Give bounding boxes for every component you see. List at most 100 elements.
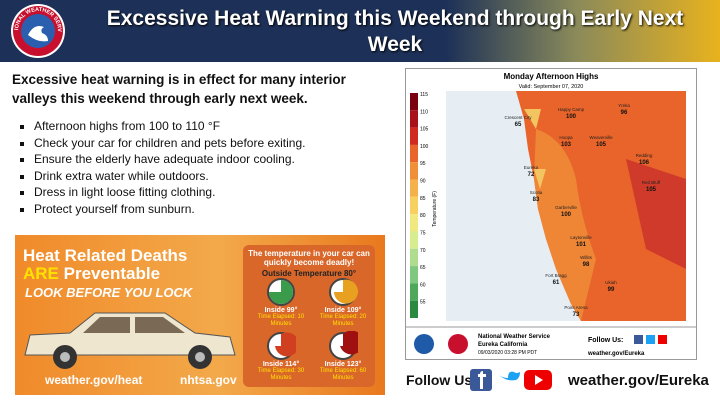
dial-fill — [340, 331, 358, 355]
scale-swatch — [410, 248, 418, 267]
dial-fill — [269, 280, 293, 304]
scale-tick: 105 — [420, 127, 429, 133]
city-value: 72 — [528, 172, 535, 178]
map-url: weather.gov/Eureka — [587, 351, 645, 357]
location: Eureka California — [478, 342, 528, 348]
map-valid: Valid: September 07, 2020 — [519, 84, 584, 90]
scale-swatch — [410, 127, 418, 145]
map-follow: Follow Us: — [588, 337, 623, 344]
scale-tick: 75 — [420, 230, 426, 236]
gauge: Inside 123° Time Elapsed: 60 Minutes — [313, 331, 373, 382]
inside-temp: Inside 99° — [264, 307, 298, 314]
scale-tick: 80 — [420, 213, 426, 219]
scale-swatch — [410, 196, 418, 215]
city-value: 100 — [566, 114, 577, 120]
footer-url[interactable]: weather.gov/Eureka — [568, 372, 709, 389]
city-name: Willits — [580, 255, 592, 260]
outside-temp: Outside Temperature 80° — [261, 269, 357, 278]
link-nhtsa: nhtsa.gov — [180, 373, 237, 387]
bullet: Check your car for children and pets bef… — [34, 135, 398, 152]
follow-us: Follow Us: — [406, 372, 477, 388]
gauge-dial — [267, 278, 295, 306]
scale-label: Temperature (F) — [432, 191, 438, 227]
scale-tick: 95 — [420, 161, 426, 167]
scale-swatch — [410, 300, 418, 318]
city-name: Point Arena — [564, 305, 588, 310]
inside-temp: Inside 114° — [262, 361, 300, 368]
city-value: 105 — [596, 142, 607, 148]
time-elapsed: Time Elapsed: 60 Minutes — [319, 368, 367, 381]
map-panel: Monday Afternoon Highs Valid: September … — [405, 68, 697, 360]
city-name: Eureka — [524, 165, 539, 170]
city-value: 83 — [533, 197, 540, 203]
heading-line: Heat Related Deaths — [23, 246, 188, 265]
slogan: LOOK BEFORE YOU LOCK — [25, 285, 193, 300]
scale-tick: 65 — [420, 265, 426, 271]
gauge-dial — [267, 332, 296, 360]
dial-fill — [275, 332, 296, 357]
scale-tick: 115 — [420, 92, 428, 98]
city-value: 106 — [639, 160, 650, 166]
city-value: 96 — [621, 110, 628, 116]
inside-temp: Inside 123° — [324, 361, 362, 368]
panel-title: The temperature in your car can quickly … — [248, 249, 370, 267]
city-value: 103 — [561, 142, 572, 148]
scale-swatch — [410, 179, 418, 197]
gauge: Inside 99° Time Elapsed: 10 Minutes — [251, 277, 311, 328]
dial-fill — [334, 279, 358, 304]
bullet: Drink extra water while outdoors. — [34, 168, 398, 185]
scale-tick: 55 — [420, 300, 426, 306]
city-value: 65 — [515, 122, 522, 128]
social-icons[interactable] — [470, 368, 554, 392]
scale-swatch — [410, 93, 418, 111]
city-value: 105 — [646, 187, 657, 193]
city-value: 100 — [561, 212, 572, 218]
city-name: Fort Bragg — [545, 273, 567, 278]
bullet: Dress in light loose fitting clothing. — [34, 184, 398, 201]
time-elapsed: Time Elapsed: 10 Minutes — [257, 314, 305, 327]
city-value: 99 — [608, 287, 615, 293]
city-name: Redding — [636, 153, 653, 158]
city-name: Happy Camp — [558, 107, 585, 112]
scale-tick: 85 — [420, 196, 426, 202]
scale-tick: 110 — [420, 109, 428, 115]
temperature-panel: The temperature in your car can quickly … — [243, 245, 375, 387]
bullet: Afternoon highs from 100 to 110 °F — [34, 118, 398, 135]
city-name: Scotia — [530, 190, 543, 195]
scale-tick: 70 — [420, 248, 426, 254]
header: NATIONAL WEATHER SERVICE Excessive Heat … — [0, 0, 720, 62]
heat-heading: Heat Related Deaths ARE Preventable — [23, 247, 187, 283]
inside-temp: Inside 109° — [324, 307, 362, 314]
scale-tick: 100 — [420, 144, 429, 150]
scale-swatch — [410, 144, 418, 163]
city-value: 101 — [576, 242, 587, 248]
scale-tick: 60 — [420, 282, 426, 288]
bullet: Ensure the elderly have adequate indoor … — [34, 151, 398, 168]
link-heat: weather.gov/heat — [45, 373, 143, 387]
city-value: 98 — [583, 262, 590, 268]
scale-swatch — [410, 231, 418, 249]
scale-swatch — [410, 266, 418, 284]
are: ARE — [23, 264, 59, 283]
city-name: Weaverville — [589, 135, 613, 140]
city-name: Laytonville — [570, 235, 592, 240]
city-name: Garberville — [555, 205, 577, 210]
office: National Weather Service — [478, 334, 551, 340]
city-name: Red Bluff — [642, 180, 661, 185]
city-name: Yreka — [618, 103, 630, 108]
title: Excessive Heat Warning this Weekend thro… — [106, 7, 684, 56]
city-value: 73 — [573, 312, 580, 318]
map-title: Monday Afternoon Highs — [504, 72, 599, 81]
scale-swatch — [410, 214, 418, 232]
preventable: Preventable — [63, 264, 161, 283]
twitter-icon[interactable] — [498, 371, 520, 381]
timestamp: 09/03/2020 03:28 PM PDT — [478, 350, 537, 356]
intro: Excessive heat warning is in effect for … — [12, 72, 346, 106]
time-elapsed: Time Elapsed: 20 Minutes — [319, 314, 367, 327]
scale-swatch — [410, 283, 418, 301]
city-name: Ukiah — [605, 280, 617, 285]
bullet-list: Afternoon highs from 100 to 110 °FCheck … — [18, 118, 398, 218]
bullet: Protect yourself from sunburn. — [34, 201, 398, 218]
nws-logo: NATIONAL WEATHER SERVICE — [10, 3, 65, 58]
